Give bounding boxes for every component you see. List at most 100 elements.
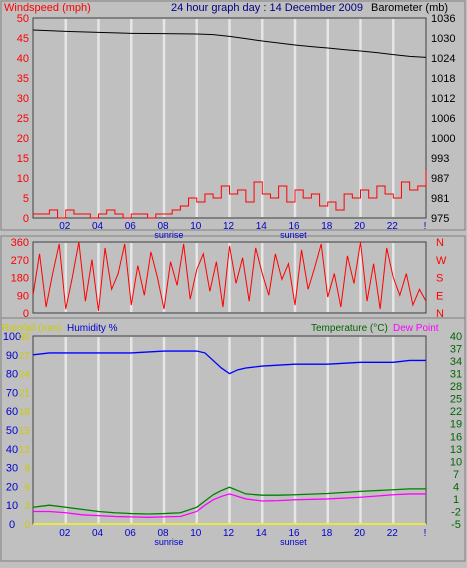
temp-tick-10: 10 [450, 456, 462, 468]
dir-compass-3: W [436, 255, 447, 267]
baro-tick-1012: 1012 [431, 93, 455, 105]
dir-compass-4: N [436, 237, 444, 249]
humidity-tick-20: 20 [6, 481, 18, 493]
time-tick-1-12: 12 [223, 528, 235, 539]
humidity-axis-title: Humidity % [67, 323, 118, 334]
time-tick-0-12: 12 [223, 221, 235, 232]
rain-tick-12: 12 [19, 445, 31, 456]
wind-tick-10: 10 [17, 173, 29, 185]
temp-tick--2: -2 [451, 506, 461, 518]
rain-tick-30: 30 [19, 332, 31, 343]
time-tick-0-14: 14 [256, 221, 268, 232]
temperature-line [32, 486, 426, 515]
temp-tick-37: 37 [450, 344, 462, 356]
rain-tick-6: 6 [24, 482, 30, 493]
wind-tick-20: 20 [17, 133, 29, 145]
baro-tick-1006: 1006 [431, 113, 455, 125]
time-tick-1-04: 04 [92, 528, 104, 539]
humidity-line [32, 350, 426, 375]
sunrise-label-1: sunrise [154, 537, 183, 547]
temp-tick-25: 25 [450, 394, 462, 406]
barometer-axis-title: Barometer (mb) [371, 2, 448, 14]
time-tick-1-14: 14 [256, 528, 268, 539]
rain-tick-9: 9 [24, 464, 30, 475]
humidity-tick-40: 40 [6, 444, 18, 456]
time-tick-1-20: 20 [354, 528, 366, 539]
humidity-tick-10: 10 [6, 500, 18, 512]
wind-tick-15: 15 [17, 153, 29, 165]
rain-tick-24: 24 [19, 370, 31, 381]
time-tick-1-10: 10 [190, 528, 202, 539]
barometer-line [32, 29, 427, 58]
time-tick-0-16: 16 [288, 221, 300, 232]
dir-compass-2: S [436, 273, 443, 285]
rain-tick-27: 27 [19, 351, 31, 362]
temperature-legend: Temperature (°C) [311, 323, 388, 334]
temp-tick-28: 28 [450, 381, 462, 393]
time-tick-1-!: ! [424, 528, 427, 539]
time-tick-0-18: 18 [321, 221, 333, 232]
wind-tick-45: 45 [17, 33, 29, 45]
rain-tick-21: 21 [19, 388, 31, 399]
temp-tick-22: 22 [450, 406, 462, 418]
humidity-tick-90: 90 [6, 350, 18, 362]
baro-tick-987: 987 [431, 173, 449, 185]
graph-title: 24 hour graph day : 14 December 2009 [171, 2, 363, 14]
sunset-label-1: sunset [280, 537, 307, 547]
wind-tick-40: 40 [17, 53, 29, 65]
windspeed-line [33, 170, 427, 219]
temp-tick-34: 34 [450, 356, 462, 368]
temp-tick-40: 40 [450, 331, 462, 343]
direction-line [32, 241, 427, 312]
humidity-tick-30: 30 [6, 463, 18, 475]
time-tick-1-16: 16 [288, 528, 300, 539]
baro-tick-981: 981 [431, 193, 449, 205]
dewpoint-line [33, 493, 426, 518]
wind-tick-35: 35 [17, 73, 29, 85]
wind-tick-50: 50 [17, 13, 29, 25]
rain-tick-15: 15 [19, 426, 31, 437]
humidity-tick-0: 0 [9, 519, 15, 531]
baro-tick-1036: 1036 [431, 13, 455, 25]
sunset-label-0: sunset [280, 230, 307, 240]
baro-tick-1000: 1000 [431, 133, 455, 145]
humidity-tick-100: 100 [3, 331, 21, 343]
time-tick-0-06: 06 [125, 221, 137, 232]
time-tick-0-04: 04 [92, 221, 104, 232]
baro-tick-975: 975 [431, 213, 449, 225]
baro-tick-993: 993 [431, 153, 449, 165]
time-tick-1-06: 06 [125, 528, 137, 539]
time-tick-1-18: 18 [321, 528, 333, 539]
wind-tick-30: 30 [17, 93, 29, 105]
time-tick-0-22: 22 [387, 221, 399, 232]
humidity-tick-70: 70 [6, 387, 18, 399]
dir-compass-1: E [436, 290, 443, 302]
temp-tick-1: 1 [453, 494, 459, 506]
rain-tick-0: 0 [24, 520, 30, 531]
humidity-tick-80: 80 [6, 369, 18, 381]
humidity-tick-50: 50 [6, 425, 18, 437]
temp-tick-13: 13 [450, 444, 462, 456]
time-tick-1-08: 08 [157, 528, 169, 539]
dir-tick-180: 180 [11, 273, 29, 285]
dir-tick-360: 360 [11, 237, 29, 249]
time-tick-0-08: 08 [157, 221, 169, 232]
time-tick-0-20: 20 [354, 221, 366, 232]
rain-tick-3: 3 [24, 501, 30, 512]
time-tick-1-02: 02 [59, 528, 71, 539]
time-tick-0-02: 02 [59, 221, 71, 232]
temp-tick-31: 31 [450, 369, 462, 381]
temp-tick--5: -5 [451, 519, 461, 531]
dir-tick-270: 270 [11, 255, 29, 267]
baro-tick-1024: 1024 [431, 53, 455, 65]
dir-tick-90: 90 [17, 290, 29, 302]
temp-tick-4: 4 [453, 481, 459, 493]
baro-tick-1030: 1030 [431, 33, 455, 45]
rainfall-axis-title: Rainfall (mm) [2, 323, 61, 334]
wind-tick-5: 5 [23, 193, 29, 205]
time-tick-0-!: ! [424, 221, 427, 232]
temp-tick-19: 19 [450, 419, 462, 431]
baro-tick-1018: 1018 [431, 73, 455, 85]
